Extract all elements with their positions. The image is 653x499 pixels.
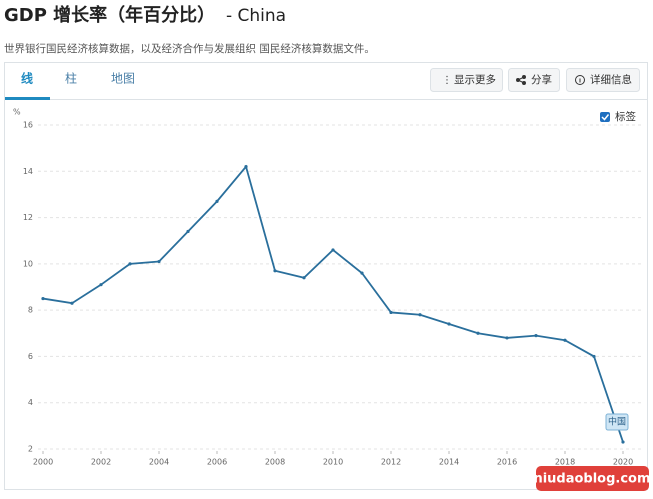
watermark: niudaoblog.com xyxy=(533,466,651,491)
point xyxy=(215,199,219,203)
x-tick-label: 2000 xyxy=(33,458,53,467)
icon xyxy=(516,75,526,85)
button-bg xyxy=(430,68,503,92)
point xyxy=(621,440,625,444)
point xyxy=(534,334,538,338)
tab[interactable]: 线 xyxy=(21,71,33,86)
checkbox-label: 标签 xyxy=(615,110,636,123)
checkmark xyxy=(601,114,610,121)
y-tick-label: 2 xyxy=(28,445,33,454)
point xyxy=(128,262,132,266)
tab[interactable]: 柱 xyxy=(65,71,77,86)
tab-underline xyxy=(5,97,50,100)
x-tick-label: 2008 xyxy=(265,458,285,467)
button[interactable]: 分享 xyxy=(508,68,560,92)
panel xyxy=(4,62,648,490)
button[interactable]: ⋮ 显示更多 xyxy=(430,68,503,92)
y-tick-label: 16 xyxy=(23,121,33,130)
y-tick-label: 14 xyxy=(23,167,33,176)
point xyxy=(99,283,103,287)
icon xyxy=(575,75,585,85)
y-axis-label: % xyxy=(13,108,21,117)
page-subtitle: 世界银行国民经济核算数据，以及经济合作与发展组织 国民经济核算数据文件。 xyxy=(4,42,375,55)
point xyxy=(447,322,451,326)
y-tick-label: 8 xyxy=(28,306,33,315)
x-tick-label: 2014 xyxy=(439,458,459,467)
watermark-text: niudaoblog.com xyxy=(533,472,650,487)
point xyxy=(70,301,74,305)
button-label: 显示更多 xyxy=(454,73,496,86)
watermark-bg xyxy=(536,466,649,491)
y-tick-label: 12 xyxy=(23,213,33,222)
x-tick-label: 2010 xyxy=(323,458,343,467)
x-tick-label: 2018 xyxy=(555,458,575,467)
point xyxy=(186,229,190,234)
button-bg xyxy=(566,68,640,92)
point xyxy=(418,313,422,317)
point xyxy=(157,259,161,264)
x-tick-label: 2002 xyxy=(91,458,111,467)
checkbox-box xyxy=(600,112,610,122)
point xyxy=(563,338,567,342)
point xyxy=(41,296,45,301)
point xyxy=(360,271,364,275)
point xyxy=(331,248,335,252)
tab[interactable]: 地图 xyxy=(111,72,135,86)
button-label: 分享 xyxy=(531,73,552,86)
x-tick-label: 2020 xyxy=(613,458,633,467)
point xyxy=(273,269,277,273)
point xyxy=(476,331,480,335)
page-country: - China xyxy=(226,6,286,26)
point xyxy=(244,165,248,169)
x-tick-label: 2016 xyxy=(497,458,517,467)
y-tick-label: 6 xyxy=(28,352,33,361)
x-tick-label: 2012 xyxy=(381,458,401,467)
point xyxy=(505,336,509,340)
checkbox[interactable]: 标签 xyxy=(600,110,636,123)
page-title: GDP 增长率（年百分比） xyxy=(4,4,215,26)
point xyxy=(302,276,306,280)
icon: ⋮ xyxy=(442,75,452,86)
series-label: 中国 xyxy=(608,416,626,428)
y-tick-label: 4 xyxy=(28,398,33,407)
button-label: 详细信息 xyxy=(590,73,632,86)
x-tick-label: 2006 xyxy=(207,458,227,467)
y-tick-label: 10 xyxy=(23,259,33,268)
point xyxy=(592,354,596,359)
button-bg xyxy=(508,68,560,92)
button[interactable]: 详细信息 xyxy=(566,68,640,92)
x-tick-label: 2004 xyxy=(149,458,169,467)
point xyxy=(389,310,393,315)
series-label-bg xyxy=(605,413,629,431)
